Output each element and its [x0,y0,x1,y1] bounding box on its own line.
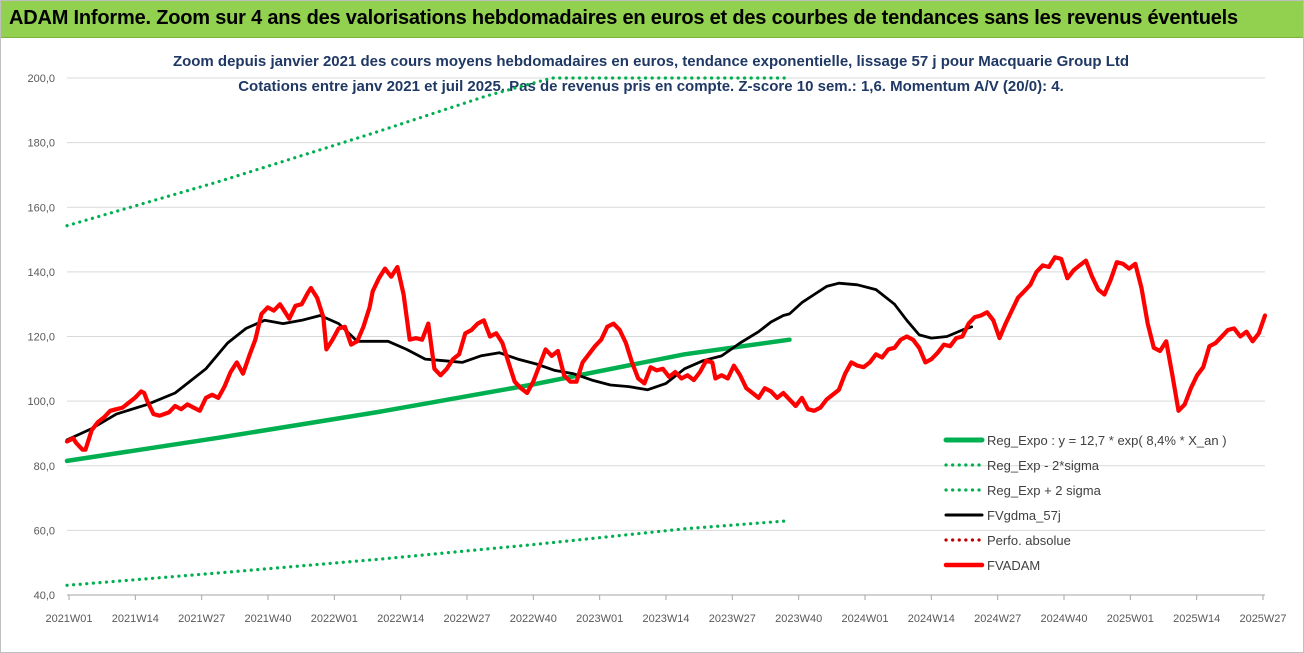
x-tick-label: 2024W40 [1040,613,1087,625]
y-tick-label: 180,0 [27,138,55,150]
x-tick-label: 2024W14 [908,613,955,625]
x-tick-label: 2025W14 [1173,613,1220,625]
series-lines [64,76,1268,587]
x-tick-label: 2023W01 [576,613,623,625]
x-tick-label: 2024W01 [841,613,888,625]
x-tick-label: 2021W14 [112,613,159,625]
x-tick-label: 2025W27 [1239,613,1286,625]
x-tick-label: 2021W27 [178,613,225,625]
grid [67,77,1265,596]
axes: 40,0 60,0 80,0 100,0 120,0 140,0 160,0 180,0 200… [27,73,1286,625]
y-tick-label: 60,0 [34,525,55,537]
y-tick-label: 80,0 [34,461,55,473]
legend-label: FVADAM [987,558,1040,573]
y-tick-label: 120,0 [27,332,55,344]
legend-label: Reg_Exp + 2 sigma [987,483,1102,498]
series-line-2 [65,76,792,228]
series-line-5 [64,255,1268,452]
x-tick-label: 2022W14 [377,613,424,625]
header-banner: ADAM Informe. Zoom sur 4 ans des valoris… [1,1,1303,38]
x-tick-label: 2023W27 [709,613,756,625]
legend-label: Reg_Expo : y = 12,7 * exp( 8,4% * X_an ) [987,433,1227,448]
y-tick-label: 40,0 [34,590,55,602]
y-tick-label: 200,0 [27,73,55,85]
series-line-0 [64,337,792,464]
x-tick-label: 2023W40 [775,613,822,625]
y-tick-label: 160,0 [27,202,55,214]
legend-label: Reg_Exp - 2*sigma [987,458,1100,473]
y-tick-label: 140,0 [27,267,55,279]
x-tick-label: 2025W01 [1107,613,1154,625]
legend: Reg_Expo : y = 12,7 * exp( 8,4% * X_an )… [943,433,1227,573]
legend-label: Perfo. absolue [987,533,1071,548]
x-tick-label: 2023W14 [642,613,689,625]
x-tick-label: 2021W40 [244,613,291,625]
x-tick-label: 2024W27 [974,613,1021,625]
legend-label: FVgdma_57j [987,508,1061,523]
x-tick-label: 2022W01 [311,613,358,625]
x-tick-label: 2022W27 [443,613,490,625]
y-tick-label: 100,0 [27,396,55,408]
chart-title: Zoom depuis janvier 2021 des cours moyen… [172,53,1130,70]
chart-subtitle: Cotations entre janv 2021 et juil 2025. … [238,78,1064,95]
series-line-3 [65,281,974,442]
x-tick-label: 2022W40 [510,613,557,625]
x-tick-label: 2021W01 [45,613,92,625]
page-title: ADAM Informe. Zoom sur 4 ans des valoris… [9,7,1238,29]
